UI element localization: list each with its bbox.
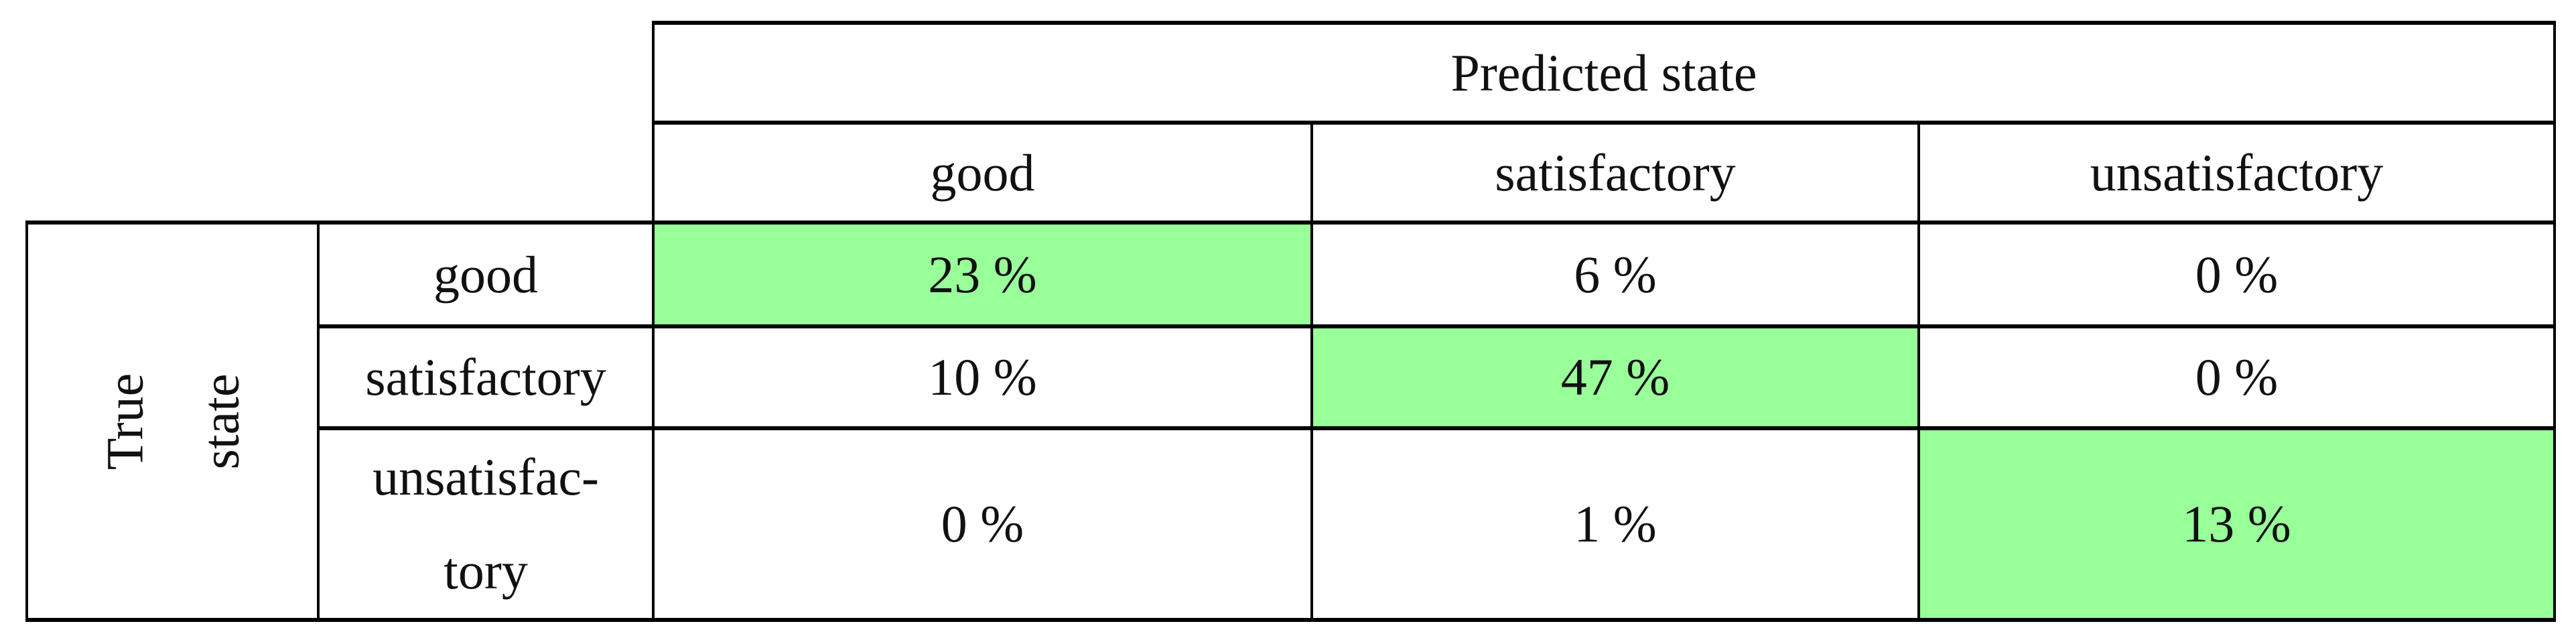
row-axis-title-text: True state — [77, 373, 269, 470]
row-header-unsatisfactory-line1: unsatisfac- — [372, 448, 599, 506]
cell-true-good-pred-satisfactory: 6 % — [1310, 220, 1920, 328]
cell-true-unsatisfactory-pred-satisfactory: 1 % — [1310, 426, 1920, 622]
column-header-satisfactory: satisfactory — [1310, 121, 1920, 225]
column-axis-title: Predicted state — [651, 21, 2557, 125]
cell-true-satisfactory-pred-unsatisfactory: 0 % — [1917, 324, 2557, 430]
column-header-unsatisfactory: unsatisfactory — [1917, 121, 2557, 225]
row-header-satisfactory: satisfactory — [317, 324, 655, 430]
cell-true-satisfactory-pred-good: 10 % — [652, 324, 1313, 430]
cell-true-unsatisfactory-pred-unsatisfactory: 13 % — [1917, 426, 2557, 622]
top-left-empty-area — [27, 23, 653, 222]
column-header-good: good — [652, 121, 1313, 225]
cell-true-unsatisfactory-pred-good: 0 % — [652, 426, 1313, 622]
row-header-unsatisfactory: unsatisfac-tory — [317, 426, 655, 622]
row-axis-title-line1: True — [95, 373, 154, 470]
cell-true-satisfactory-pred-satisfactory: 47 % — [1310, 324, 1920, 430]
row-axis-title: True state — [25, 220, 320, 622]
row-header-good: good — [317, 220, 655, 328]
cell-true-good-pred-good: 23 % — [652, 220, 1313, 328]
row-axis-title-line2: state — [191, 373, 250, 469]
confusion-matrix-table: Predicted state good satisfactory unsati… — [25, 21, 2557, 622]
cell-true-good-pred-unsatisfactory: 0 % — [1917, 220, 2557, 328]
row-header-unsatisfactory-line2: tory — [444, 541, 528, 600]
